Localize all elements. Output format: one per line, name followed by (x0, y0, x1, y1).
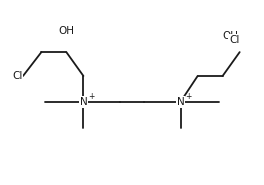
Text: +: + (185, 92, 192, 101)
Text: N: N (177, 97, 185, 107)
Text: +: + (88, 92, 95, 101)
Text: OH: OH (223, 31, 239, 41)
Text: OH: OH (58, 26, 74, 36)
Text: N: N (79, 97, 87, 107)
Text: Cl: Cl (229, 35, 239, 45)
Text: Cl: Cl (12, 71, 22, 81)
